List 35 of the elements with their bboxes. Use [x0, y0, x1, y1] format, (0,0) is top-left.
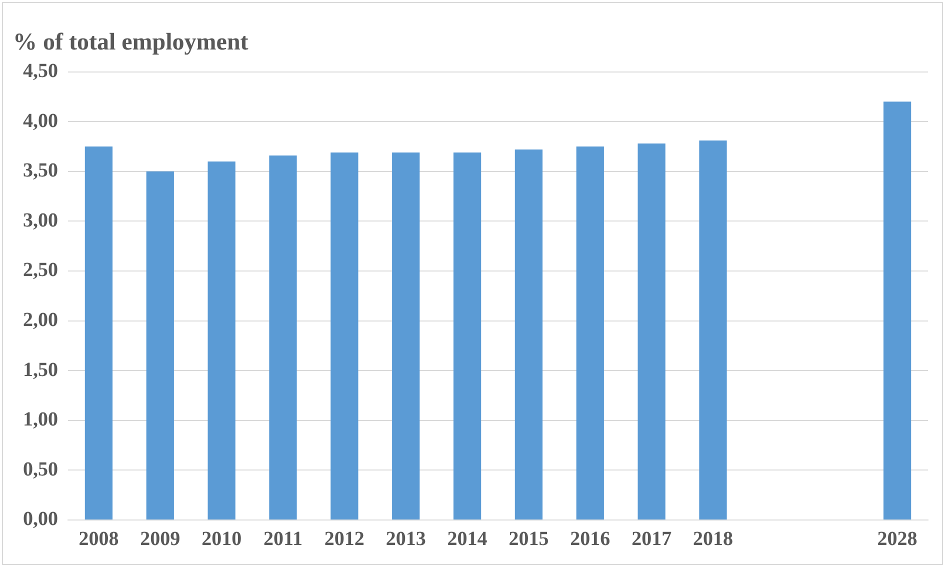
y-tick-label: 4,50: [23, 60, 58, 82]
y-tick-label: 0,00: [23, 508, 58, 530]
y-tick-label: 1,00: [23, 408, 58, 431]
x-tick-label: 2018: [693, 528, 733, 550]
x-tick-label: 2010: [202, 528, 242, 550]
x-tick-label: 2015: [508, 528, 549, 550]
bar: [392, 152, 420, 520]
x-tick-label: 2016: [570, 528, 610, 550]
y-tick-label: 4,00: [23, 110, 58, 132]
bar: [514, 149, 543, 520]
bar: [269, 155, 297, 520]
x-tick-label: 2011: [264, 528, 302, 550]
x-tick-label: 2009: [140, 528, 180, 550]
bar: [146, 171, 174, 520]
y-tick-label: 1,50: [23, 358, 58, 381]
bar: [699, 140, 727, 520]
y-tick-label: 3,00: [23, 209, 58, 232]
x-tick-label: 2014: [447, 528, 488, 550]
bar: [330, 152, 358, 520]
bar: [453, 152, 482, 520]
y-tick-label: 2,00: [23, 308, 58, 331]
bar: [883, 102, 912, 520]
bar: [638, 144, 666, 520]
chart-title: % of total employment: [13, 30, 248, 56]
x-tick-label: 2013: [386, 528, 426, 550]
x-tick-label: 2028: [877, 528, 918, 550]
bar: [208, 161, 236, 520]
x-tick-label: 2012: [324, 528, 364, 550]
bar: [84, 146, 113, 520]
x-tick-label: 2008: [78, 528, 119, 550]
y-tick-label: 3,50: [23, 160, 58, 182]
bar: [576, 146, 604, 520]
x-tick-label: 2017: [632, 528, 672, 550]
y-tick-label: 0,50: [23, 458, 58, 480]
y-tick-label: 2,50: [23, 259, 58, 282]
